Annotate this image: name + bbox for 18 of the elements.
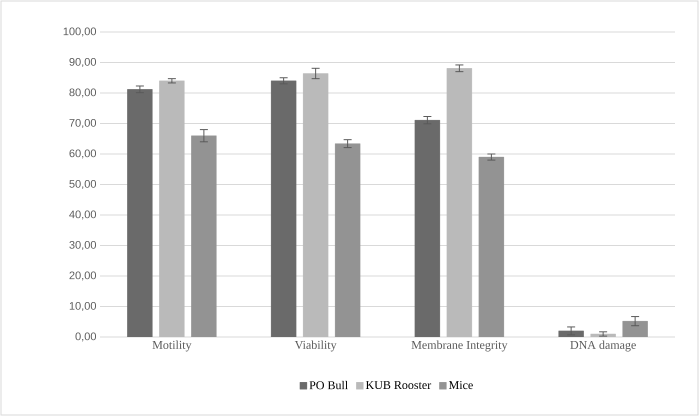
legend-label: KUB Rooster (366, 381, 432, 390)
y-tick-label: 50,00 (69, 180, 96, 190)
y-tick-label: 60,00 (70, 149, 96, 159)
x-tick-label: Membrane Integrity (412, 340, 508, 352)
y-tick-label: 10,00 (70, 302, 96, 312)
y-tick-label: 90,00 (69, 58, 96, 68)
y-tick-label: 30,00 (69, 240, 96, 250)
y-tick-label: 100,00 (64, 27, 96, 37)
y-tick-label: 0,00 (75, 332, 96, 342)
x-tick-label: Motility (152, 340, 192, 352)
x-tick-label: DNA damage (570, 340, 636, 352)
y-tick-label: 40,00 (69, 210, 96, 220)
legend-label: Mice (448, 381, 473, 390)
y-tick-label: 80,00 (69, 88, 96, 98)
legend-label: PO Bull (309, 380, 348, 390)
x-tick-label: Viability (294, 340, 337, 352)
y-tick-label: 70,00 (70, 118, 96, 128)
y-tick-label: 20,00 (69, 271, 96, 281)
